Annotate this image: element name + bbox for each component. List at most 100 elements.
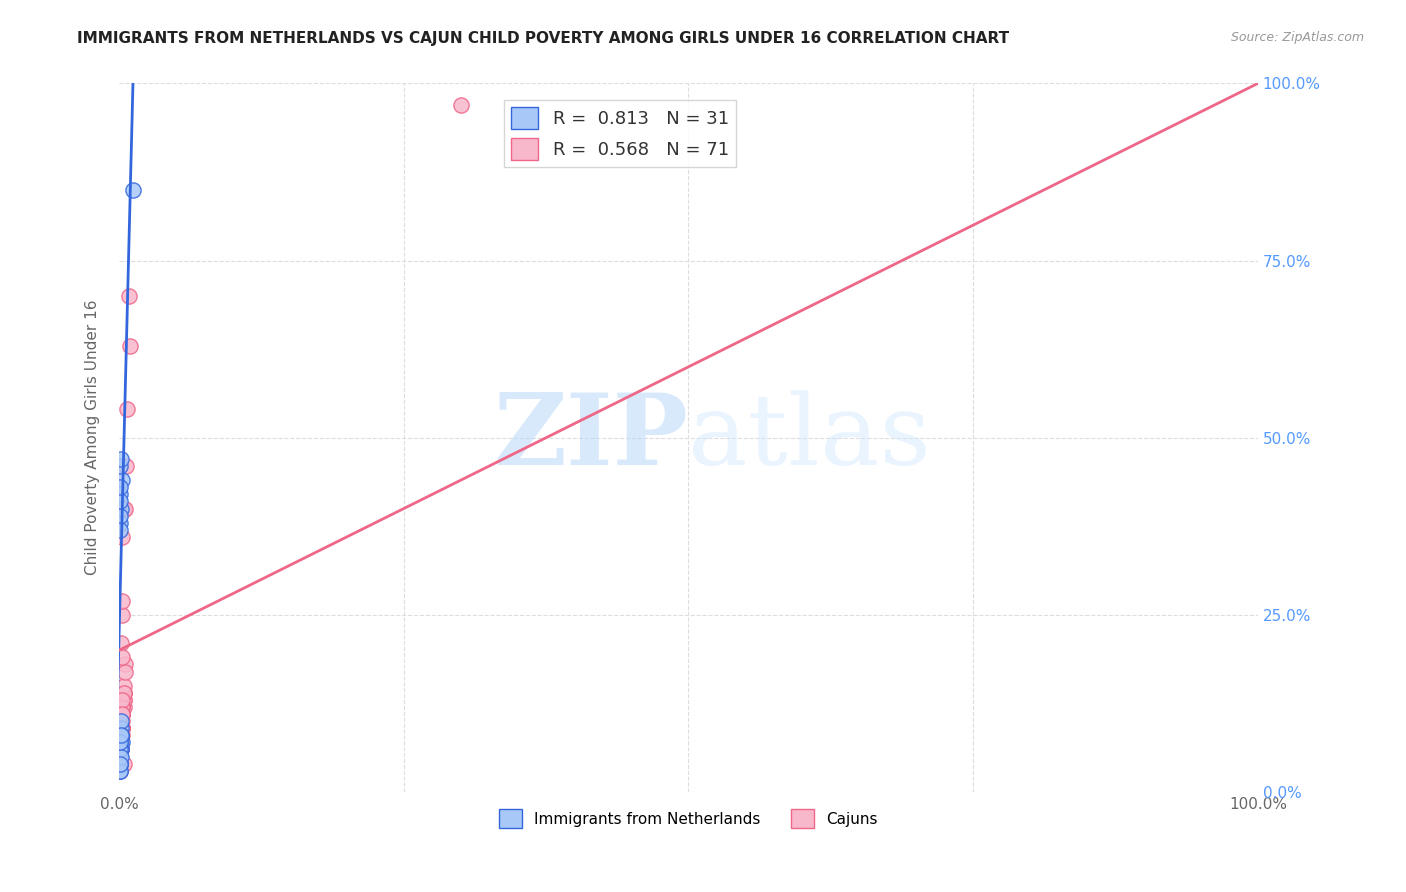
Point [118, 289, 141, 303]
Point [110, 728, 132, 742]
Point [112, 693, 135, 707]
Point [108, 735, 131, 749]
Point [111, 706, 134, 721]
Point [110, 728, 132, 742]
Point [110, 735, 132, 749]
Point [110, 728, 132, 742]
Point [111, 593, 134, 607]
Point [110, 735, 132, 749]
Point [108, 756, 131, 771]
Point [108, 749, 131, 764]
Point [108, 749, 131, 764]
Point [112, 693, 135, 707]
Point [110, 728, 132, 742]
Point [108, 735, 131, 749]
Point [108, 756, 131, 771]
Point [114, 657, 136, 672]
Point [112, 679, 135, 693]
Point [108, 756, 131, 771]
Legend: Immigrants from Netherlands, Cajuns: Immigrants from Netherlands, Cajuns [494, 803, 884, 834]
Point [112, 501, 135, 516]
Text: Source: ZipAtlas.com: Source: ZipAtlas.com [1230, 31, 1364, 45]
Point [111, 700, 134, 714]
Point [110, 728, 132, 742]
Point [108, 749, 131, 764]
Point [108, 458, 131, 473]
Point [121, 183, 143, 197]
Point [111, 706, 134, 721]
Point [108, 742, 131, 756]
Point [108, 487, 131, 501]
Point [108, 764, 131, 778]
Point [110, 735, 132, 749]
Point [110, 735, 132, 749]
Point [108, 764, 131, 778]
Point [110, 728, 132, 742]
Point [450, 97, 472, 112]
Point [110, 728, 132, 742]
Point [110, 721, 132, 735]
Point [111, 728, 134, 742]
Point [111, 473, 134, 487]
Point [111, 607, 134, 622]
Point [110, 742, 132, 756]
Point [110, 728, 132, 742]
Point [115, 402, 138, 417]
Point [108, 756, 131, 771]
Point [110, 742, 132, 756]
Point [108, 742, 131, 756]
Point [108, 756, 131, 771]
Point [110, 721, 132, 735]
Point [114, 665, 136, 679]
Text: ZIP: ZIP [494, 389, 689, 486]
Text: atlas: atlas [689, 390, 931, 485]
Point [108, 756, 131, 771]
Point [114, 501, 136, 516]
Point [111, 706, 134, 721]
Point [110, 636, 132, 650]
Point [110, 452, 132, 467]
Point [111, 721, 134, 735]
Point [110, 742, 132, 756]
Point [108, 756, 131, 771]
Point [108, 756, 131, 771]
Point [111, 721, 134, 735]
Point [108, 480, 131, 494]
Point [111, 721, 134, 735]
Point [111, 650, 134, 665]
Point [108, 749, 131, 764]
Point [110, 749, 132, 764]
Point [111, 530, 134, 544]
Point [108, 516, 131, 530]
Point [110, 742, 132, 756]
Text: IMMIGRANTS FROM NETHERLANDS VS CAJUN CHILD POVERTY AMONG GIRLS UNDER 16 CORRELAT: IMMIGRANTS FROM NETHERLANDS VS CAJUN CHI… [77, 31, 1010, 46]
Point [111, 721, 134, 735]
Point [111, 721, 134, 735]
Point [111, 706, 134, 721]
Point [108, 508, 131, 523]
Point [108, 764, 131, 778]
Point [112, 756, 135, 771]
Point [112, 686, 135, 700]
Point [110, 735, 132, 749]
Point [108, 523, 131, 537]
Point [110, 742, 132, 756]
Point [111, 714, 134, 728]
Point [111, 693, 134, 707]
Point [108, 749, 131, 764]
Point [110, 728, 132, 742]
Point [108, 756, 131, 771]
Point [108, 494, 131, 508]
Point [110, 721, 132, 735]
Point [112, 686, 135, 700]
Point [111, 700, 134, 714]
Y-axis label: Child Poverty Among Girls Under 16: Child Poverty Among Girls Under 16 [86, 300, 100, 575]
Point [110, 728, 132, 742]
Point [108, 756, 131, 771]
Point [112, 700, 135, 714]
Point [111, 735, 134, 749]
Point [110, 714, 132, 728]
Point [108, 749, 131, 764]
Point [110, 735, 132, 749]
Point [108, 749, 131, 764]
